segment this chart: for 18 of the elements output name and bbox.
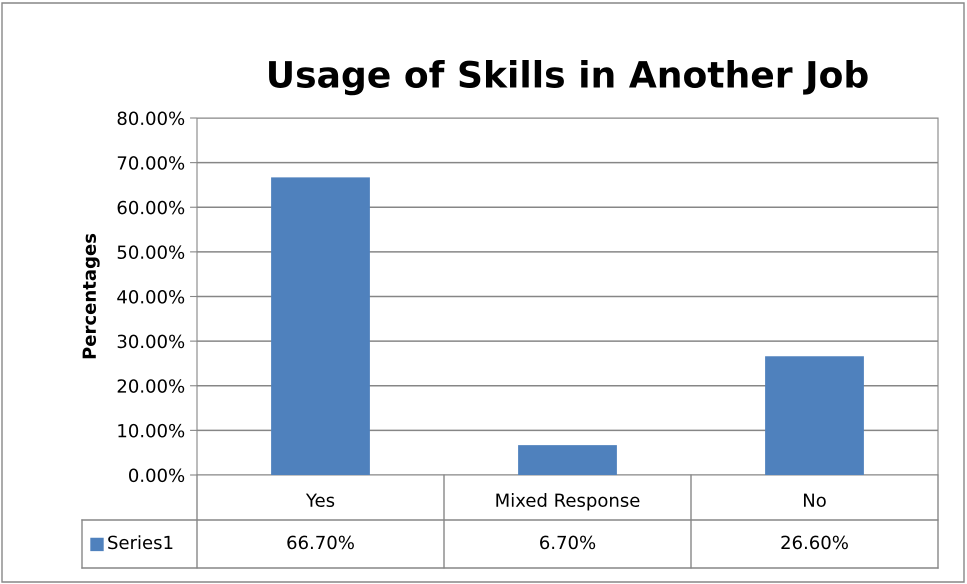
- data-label: 26.60%: [781, 536, 848, 550]
- x-tick-label: Mixed Response: [496, 493, 640, 511]
- chart-title: Usage of Skills in Another Job: [269, 60, 868, 96]
- y-tick-label: 0.00%: [129, 468, 184, 482]
- y-tick-label: 40.00%: [117, 290, 184, 304]
- y-tick-label: 10.00%: [118, 424, 184, 438]
- y-tick-label: 30.00%: [118, 334, 184, 348]
- data-label: 6.70%: [540, 536, 596, 550]
- y-tick-label: 60.00%: [118, 200, 184, 214]
- y-tick-label: 50.00%: [118, 245, 184, 259]
- x-tick-label: Yes: [306, 494, 334, 508]
- x-tick-label: No: [804, 494, 826, 508]
- y-axis-title: Percentages: [82, 234, 100, 358]
- y-tick-label: 20.00%: [118, 379, 184, 393]
- data-label: 66.70%: [287, 536, 354, 550]
- y-tick-label: 80.00%: [118, 111, 184, 126]
- legend-label: Series1: [108, 535, 172, 550]
- y-tick-label: 70.00%: [118, 156, 184, 170]
